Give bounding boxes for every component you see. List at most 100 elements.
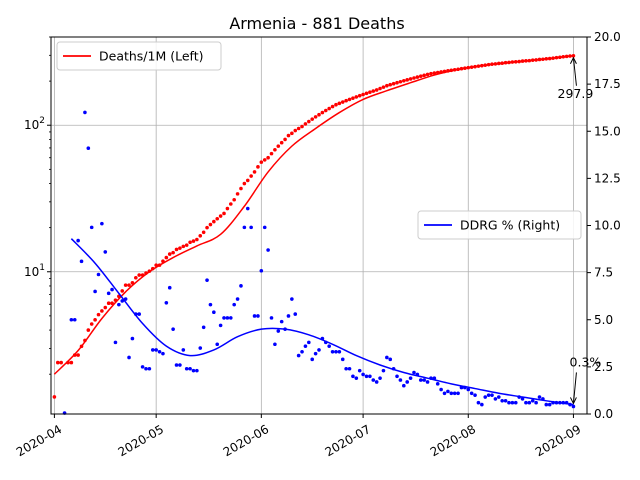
deaths-point — [154, 263, 158, 267]
deaths-point — [93, 318, 97, 322]
deaths-point — [310, 117, 315, 121]
ddrg-point — [395, 374, 399, 379]
deaths-point — [96, 312, 101, 317]
ddrg-point — [262, 225, 267, 230]
deaths-point — [225, 206, 230, 211]
deaths-point — [283, 137, 287, 142]
deaths-point — [347, 97, 352, 102]
deaths-point — [300, 124, 304, 129]
deaths-point — [79, 344, 84, 349]
ddrg-point — [137, 312, 142, 316]
deaths-point — [564, 54, 569, 59]
ddrg-legend-label: DDRG % (Right) — [460, 218, 560, 233]
deaths-point — [212, 219, 216, 224]
deaths-point — [534, 58, 538, 62]
ddrg-point — [456, 391, 460, 396]
ddrg-point — [100, 221, 104, 226]
ddrg-point — [164, 300, 169, 305]
annotation-arrow — [572, 57, 577, 86]
deaths-point — [503, 60, 508, 65]
deaths-point — [239, 186, 243, 191]
deaths-point — [368, 90, 372, 95]
deaths-legend-box — [56, 41, 222, 71]
deaths-point — [123, 283, 128, 287]
deaths-point — [442, 69, 447, 74]
ddrg-point — [459, 385, 464, 390]
ddrg-point — [551, 400, 555, 405]
ddrg-point — [327, 344, 331, 348]
ddrg-point — [486, 393, 491, 397]
ddrg-point — [89, 225, 94, 230]
ddrg-point — [317, 348, 321, 352]
deaths-point — [490, 62, 494, 66]
deaths-point — [446, 69, 450, 73]
ddrg-point — [361, 372, 365, 377]
ddrg-point — [76, 238, 80, 243]
deaths-point — [334, 102, 338, 107]
ddrg-point — [463, 385, 467, 390]
deaths-point — [140, 273, 145, 277]
deaths-point — [361, 92, 365, 97]
deaths-point — [164, 255, 169, 260]
deaths-point — [415, 75, 420, 79]
deaths-point — [184, 243, 189, 247]
ddrg-point — [418, 378, 423, 382]
ddrg-point — [330, 349, 335, 354]
deaths-point — [524, 59, 528, 63]
deaths-point — [269, 151, 274, 156]
ddrg-point — [239, 284, 243, 288]
deaths-point — [351, 96, 355, 100]
ddrg-point — [378, 376, 382, 380]
deaths-point — [486, 62, 491, 67]
deaths-point — [456, 67, 460, 72]
ddrg-series — [62, 110, 576, 415]
deaths-point — [266, 155, 270, 160]
deaths-point — [55, 360, 60, 365]
deaths-point — [157, 263, 162, 267]
deaths-point — [259, 160, 264, 164]
ddrg-point — [564, 400, 569, 405]
deaths-point — [320, 110, 325, 115]
ddrg-point — [524, 400, 528, 405]
deaths-series — [52, 53, 576, 399]
ddrg-point — [154, 348, 158, 352]
annotation-arrow — [572, 372, 577, 404]
ddrg-point — [79, 259, 84, 264]
deaths-point — [106, 301, 111, 306]
ddrg-point — [469, 391, 474, 396]
deaths-point — [418, 74, 423, 79]
ddrg-point — [432, 376, 437, 380]
ddrg-point — [279, 319, 284, 324]
ddrg-point — [374, 380, 379, 384]
deaths-point — [323, 108, 328, 113]
ddrg-point — [245, 206, 250, 211]
deaths-point — [432, 71, 437, 75]
deaths-point — [435, 70, 440, 75]
deaths-point — [273, 147, 277, 152]
deaths-point — [290, 131, 294, 136]
ddrg-point — [347, 366, 352, 371]
deaths-point — [293, 128, 298, 133]
deaths-point — [228, 202, 233, 206]
ddrg-point — [201, 325, 206, 330]
deaths-point — [439, 70, 443, 74]
ddrg-point — [544, 402, 549, 407]
ddrg-point — [449, 391, 454, 396]
ddrg-point — [283, 327, 287, 331]
ddrg-point — [134, 312, 138, 316]
deaths-point — [422, 73, 426, 78]
ddrg-point — [476, 400, 481, 405]
ddrg-point — [218, 323, 223, 328]
deaths-point — [178, 246, 182, 250]
ddrg-point — [473, 393, 477, 397]
ddrg-point — [296, 353, 301, 358]
ddrg-point — [310, 357, 315, 362]
deaths-point — [208, 222, 213, 227]
deaths-point — [344, 98, 348, 103]
deaths-point — [425, 72, 430, 77]
ddrg-point — [351, 374, 355, 379]
ddrg-point — [123, 297, 128, 301]
deaths-point — [134, 275, 138, 280]
deaths-point — [188, 240, 192, 245]
